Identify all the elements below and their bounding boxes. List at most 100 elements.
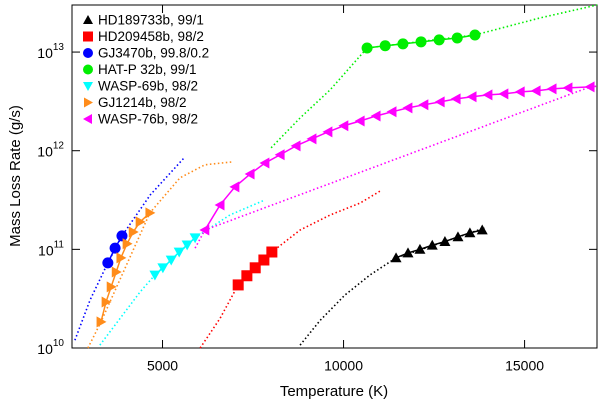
marker <box>397 38 409 50</box>
marker <box>546 83 557 95</box>
marker <box>181 240 193 251</box>
marker <box>452 231 464 242</box>
y-tick-exponent: 13 <box>53 42 65 53</box>
marker <box>450 93 461 105</box>
marker <box>415 36 427 48</box>
marker <box>402 247 414 258</box>
x-tick-label: 15000 <box>505 358 544 374</box>
legend-label: HD189733b, 99/1 <box>98 13 204 28</box>
marker <box>96 316 107 328</box>
series-line <box>204 86 591 231</box>
marker <box>122 238 133 250</box>
legend-label: GJ1214b, 98/2 <box>98 95 187 110</box>
marker <box>530 85 541 97</box>
y-tick-label: 1012 <box>37 140 64 159</box>
marker <box>244 168 255 180</box>
y-tick-label: 1010 <box>37 338 64 357</box>
y-tick-base: 10 <box>37 341 53 357</box>
y-tick-base: 10 <box>37 45 53 61</box>
marker <box>361 42 373 54</box>
marker <box>101 296 112 308</box>
marker <box>258 254 270 266</box>
y-tick-label: 1013 <box>37 42 64 61</box>
marker <box>514 86 525 98</box>
x-axis-label: Temperature (K) <box>280 383 388 400</box>
y-tick-label: 1011 <box>38 239 64 258</box>
marker <box>128 226 139 238</box>
marker <box>386 106 397 118</box>
marker <box>229 181 240 193</box>
legend-marker <box>83 31 93 42</box>
marker <box>498 88 509 100</box>
model-curve <box>99 199 266 346</box>
legend-label: WASP-69b, 98/2 <box>98 79 198 94</box>
marker <box>482 89 493 101</box>
marker <box>476 224 488 235</box>
y-tick-exponent: 12 <box>53 140 65 151</box>
model-curve <box>199 189 383 349</box>
marker <box>173 247 185 258</box>
marker <box>322 126 333 138</box>
marker <box>165 255 177 266</box>
plot-frame <box>71 4 598 349</box>
legend-marker <box>84 97 93 108</box>
marker <box>274 149 285 161</box>
marker <box>106 281 117 293</box>
model-curve <box>74 156 186 341</box>
marker <box>232 279 244 291</box>
marker <box>266 246 278 258</box>
marker <box>189 233 201 244</box>
marker <box>241 270 253 282</box>
marker <box>338 120 349 132</box>
marker <box>434 96 445 108</box>
y-tick-exponent: 11 <box>54 239 65 250</box>
y-tick-exponent: 10 <box>53 338 65 349</box>
legend-marker <box>83 114 92 124</box>
marker <box>390 252 402 263</box>
marker <box>116 252 127 264</box>
x-tick-label: 5000 <box>147 358 178 374</box>
legend-marker <box>83 82 93 91</box>
marker <box>109 242 121 254</box>
marker <box>199 224 210 236</box>
legend-marker <box>83 64 93 75</box>
model-curve <box>299 227 486 346</box>
marker <box>584 81 595 93</box>
marker <box>290 140 301 152</box>
marker <box>249 262 261 274</box>
legend-label: HD209458b, 98/2 <box>98 29 204 44</box>
legend-label: WASP-76b, 98/2 <box>98 112 198 127</box>
marker <box>214 199 225 211</box>
y-axis-label: Mass Loss Rate (g/s) <box>7 105 24 247</box>
model-curve <box>87 161 233 349</box>
marker <box>433 34 445 46</box>
marker <box>370 110 381 122</box>
marker <box>354 115 365 127</box>
marker <box>402 102 413 114</box>
marker <box>379 40 391 52</box>
marker <box>464 227 476 238</box>
y-tick-base: 10 <box>37 143 53 159</box>
x-tick-label: 10000 <box>324 358 363 374</box>
marker <box>149 270 161 281</box>
legend-label: GJ3470b, 99.8/0.2 <box>98 46 209 61</box>
marker <box>111 266 122 278</box>
y-tick-base: 10 <box>38 242 54 258</box>
model-curve <box>270 4 598 149</box>
marker <box>135 216 146 228</box>
marker <box>116 230 128 242</box>
marker <box>306 133 317 145</box>
marker <box>414 243 426 254</box>
legend-marker <box>83 15 93 24</box>
marker <box>439 236 451 246</box>
marker <box>451 32 463 44</box>
legend-marker <box>83 48 93 58</box>
marker <box>259 157 270 169</box>
marker <box>469 29 481 41</box>
marker <box>562 82 573 94</box>
marker <box>418 99 429 111</box>
marker <box>466 91 477 103</box>
marker <box>145 207 156 219</box>
